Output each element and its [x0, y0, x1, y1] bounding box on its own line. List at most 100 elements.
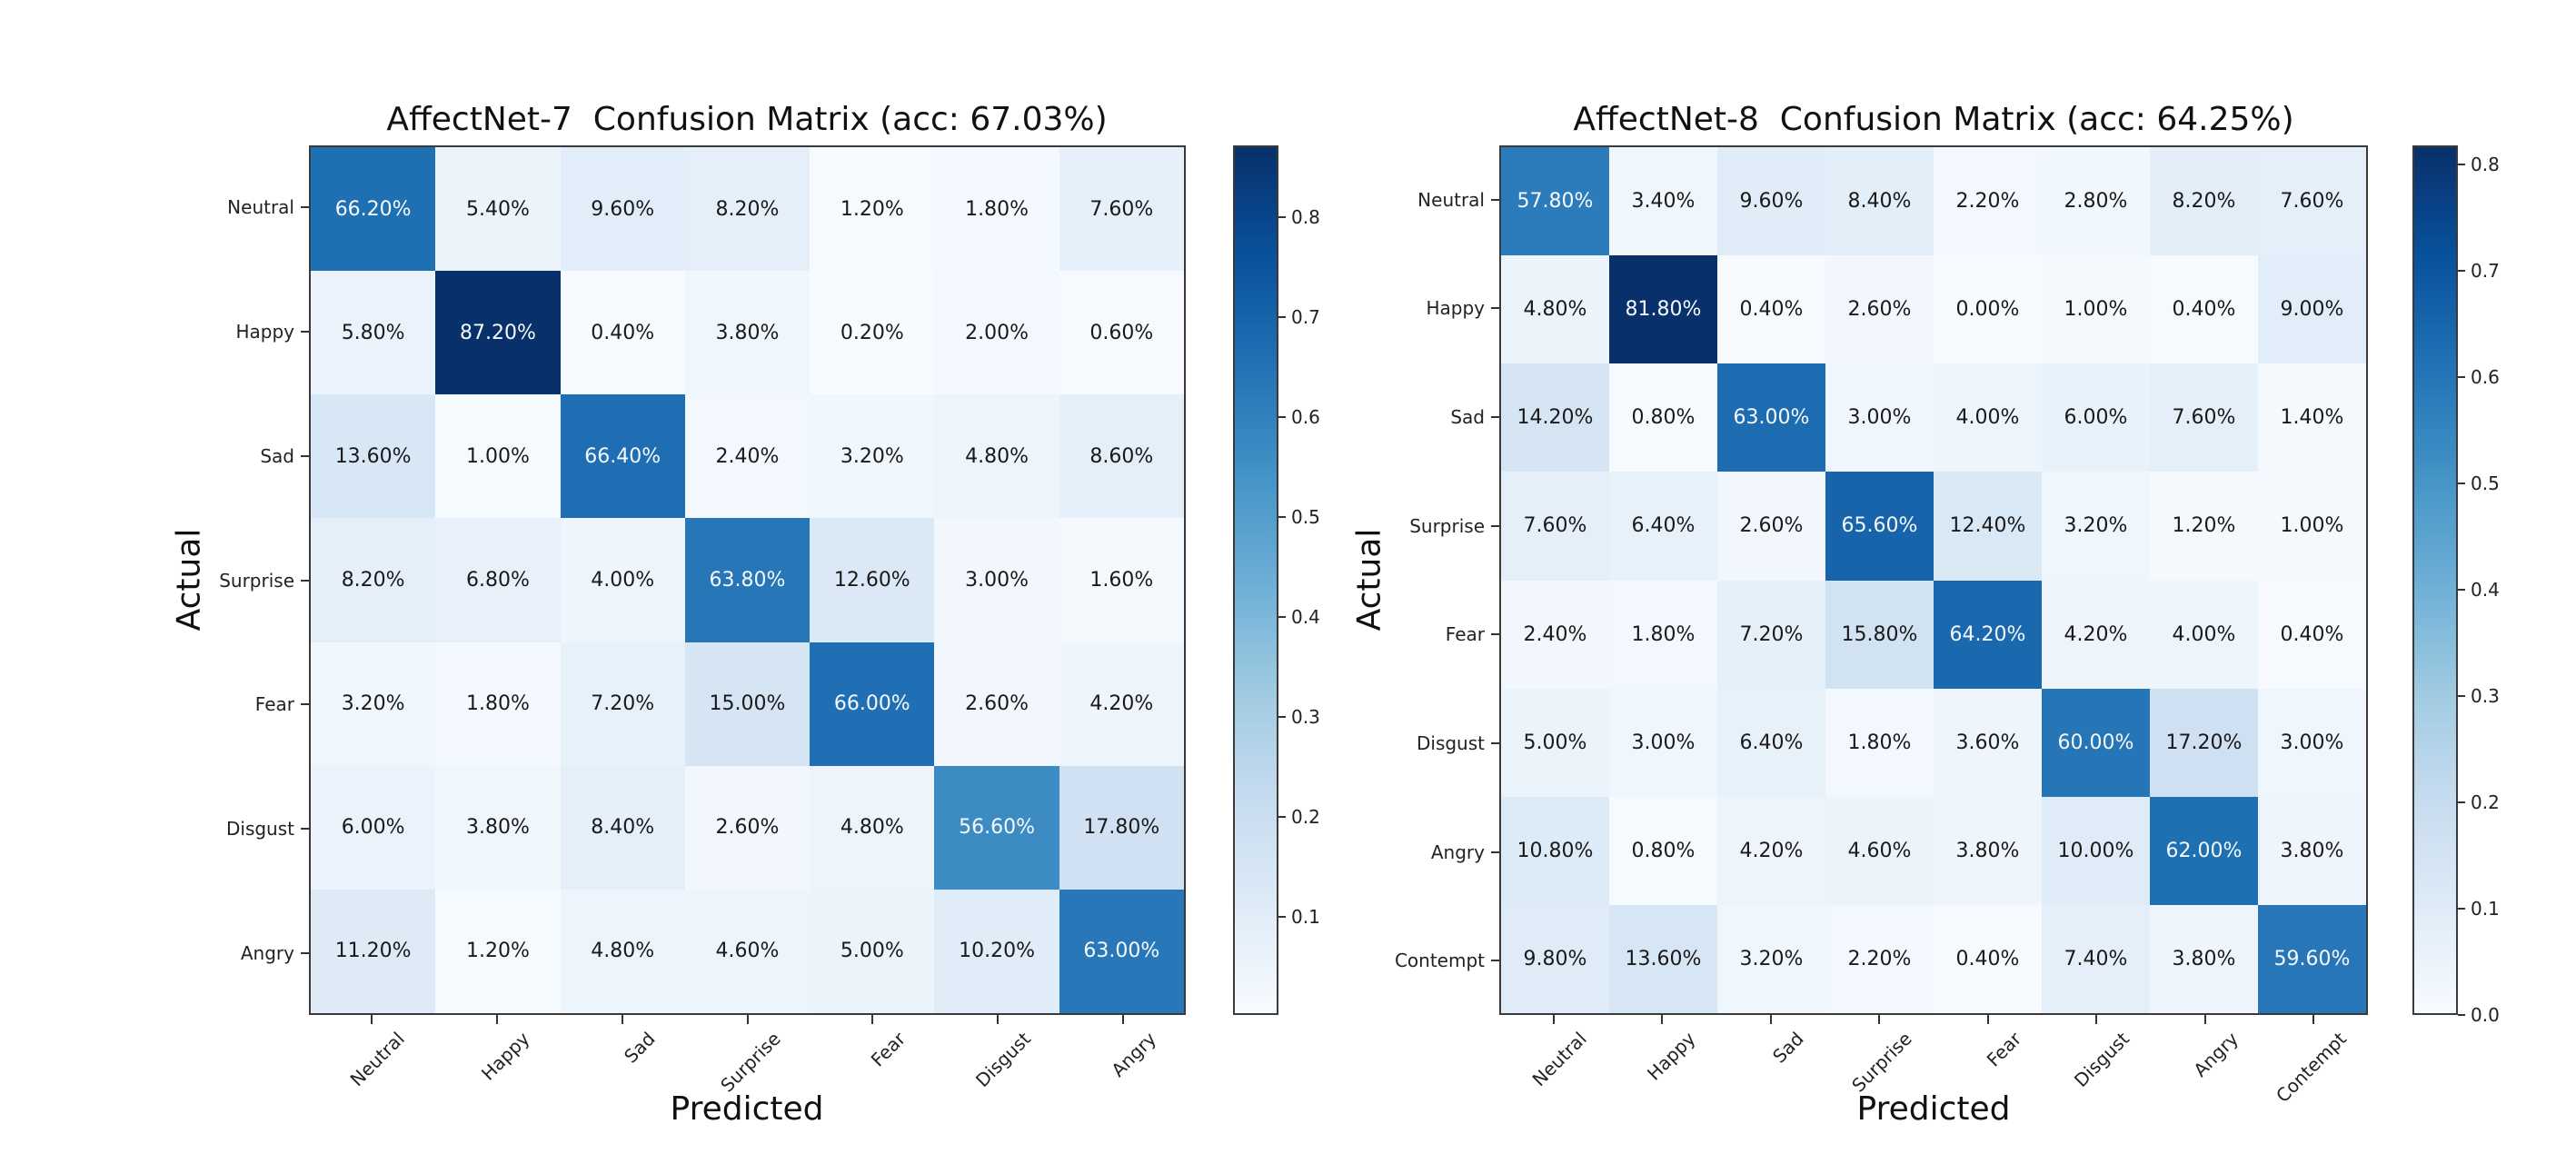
colorbar-tick-mark — [1278, 816, 1286, 819]
cell-value: 66.20% — [334, 197, 412, 221]
y-tick-label: Disgust — [225, 817, 294, 840]
matrix-cell: 2.80% — [2042, 147, 2150, 256]
matrix-cell: 14.20% — [1501, 363, 1609, 473]
y-tick-mark — [1491, 307, 1499, 310]
cell-value: 9.80% — [1523, 947, 1587, 970]
cell-value: 12.40% — [1949, 514, 2026, 538]
cell-value: 2.20% — [1847, 947, 1912, 970]
cell-value: 3.00% — [1847, 406, 1912, 430]
matrix-cell: 0.80% — [1609, 796, 1717, 905]
matrix-cell: 1.00% — [2042, 255, 2150, 364]
cell-value: 8.60% — [1089, 444, 1154, 468]
matrix-cell: 3.80% — [2150, 904, 2258, 1013]
cell-value: 7.20% — [591, 692, 655, 716]
cell-value: 1.20% — [2172, 514, 2236, 538]
cell-value: 15.80% — [1841, 622, 1918, 646]
colorbar-tick-label: 0.2 — [1291, 806, 1320, 829]
cell-value: 3.80% — [1955, 839, 2020, 862]
cell-value: 4.20% — [1739, 839, 1804, 862]
matrix-cell: 4.00% — [1934, 363, 2042, 473]
cell-value: 3.80% — [465, 816, 530, 840]
matrix-cell: 9.60% — [1717, 147, 1825, 256]
matrix-cell: 63.00% — [1717, 363, 1825, 473]
colorbar-tick-label: 0.6 — [1291, 406, 1320, 429]
matrix-cell: 0.40% — [560, 271, 685, 395]
x-tick-mark — [2095, 1015, 2098, 1024]
cell-value: 3.20% — [341, 692, 405, 716]
cell-value: 1.40% — [2280, 406, 2344, 430]
x-tick-mark — [621, 1015, 623, 1024]
cell-value: 2.80% — [2064, 190, 2128, 214]
matrix-cell: 7.40% — [2042, 904, 2150, 1013]
colorbar-tick-label: 0.3 — [1291, 706, 1320, 729]
colorbar-tick-label: 0.0 — [2471, 1004, 2500, 1026]
cell-value: 0.40% — [2280, 622, 2344, 646]
x-tick-mark — [1986, 1015, 1989, 1024]
matrix-cell: 4.60% — [684, 889, 811, 1013]
colorbar-affectnet7 — [1233, 145, 1278, 1015]
y-tick-label: Angry — [240, 941, 294, 964]
matrix-cell: 6.00% — [2042, 363, 2150, 473]
colorbar-tick-label: 0.3 — [2471, 685, 2500, 708]
cell-value: 5.00% — [840, 940, 904, 963]
x-tick-label: Contempt — [2272, 1028, 2352, 1108]
colorbar-tick-label: 0.5 — [2471, 473, 2500, 495]
cell-value: 3.20% — [1739, 947, 1804, 970]
y-tick-mark — [1491, 741, 1499, 744]
x-tick-mark — [2312, 1015, 2315, 1024]
colorbar-tick-label: 0.7 — [2471, 260, 2500, 283]
y-axis-label: Actual — [1350, 528, 1388, 632]
matrix-cell: 1.80% — [435, 642, 561, 766]
cell-value: 6.00% — [341, 816, 405, 840]
y-tick-mark — [301, 703, 309, 706]
matrix-cell: 8.60% — [1059, 394, 1184, 519]
cell-value: 63.00% — [1083, 940, 1160, 963]
colorbar-tick-mark — [1278, 216, 1286, 219]
cell-value: 7.20% — [1739, 622, 1804, 646]
cell-value: 7.60% — [2280, 190, 2344, 214]
matrix-cell: 0.60% — [1059, 271, 1184, 395]
chart-title-affectnet7: AffectNet-7 Confusion Matrix (acc: 67.03… — [386, 101, 1108, 138]
x-tick-mark — [1769, 1015, 1772, 1024]
matrix-cell: 15.00% — [684, 642, 811, 766]
cell-value: 2.60% — [965, 692, 1029, 716]
cell-value: 0.00% — [1955, 298, 2020, 322]
cell-value: 8.40% — [591, 816, 655, 840]
colorbar-tick-label: 0.5 — [1291, 506, 1320, 529]
colorbar-tick-label: 0.1 — [1291, 906, 1320, 929]
y-tick-label: Sad — [1450, 406, 1485, 429]
cell-value: 63.80% — [709, 568, 786, 592]
matrix-cell: 5.00% — [1501, 688, 1609, 797]
matrix-cell: 8.20% — [2150, 147, 2258, 256]
cell-value: 3.80% — [715, 321, 780, 344]
matrix-cell: 3.20% — [1717, 904, 1825, 1013]
cell-value: 63.00% — [1733, 406, 1810, 430]
matrix-cell: 3.20% — [810, 394, 935, 519]
cell-value: 11.20% — [334, 940, 412, 963]
x-tick-label: Fear — [1982, 1028, 2025, 1071]
cell-value: 4.20% — [2064, 622, 2128, 646]
x-tick-mark — [1661, 1015, 1664, 1024]
y-tick-mark — [1491, 851, 1499, 853]
cell-value: 1.00% — [2064, 298, 2128, 322]
matrix-cell: 0.20% — [810, 271, 935, 395]
matrix-cell: 4.20% — [1717, 796, 1825, 905]
y-tick-mark — [301, 827, 309, 830]
matrix-cell: 9.00% — [2258, 255, 2366, 364]
matrix-cell: 2.40% — [684, 394, 811, 519]
cell-value: 87.20% — [459, 321, 536, 344]
matrix-cell: 0.40% — [2258, 580, 2366, 689]
y-tick-label: Surprise — [1409, 514, 1485, 537]
x-tick-label: Disgust — [971, 1028, 1036, 1092]
matrix-cell: 66.40% — [560, 394, 685, 519]
x-tick-label: Sad — [620, 1028, 660, 1068]
matrix-cell: 4.60% — [1825, 796, 1934, 905]
cell-value: 6.00% — [2064, 406, 2128, 430]
cell-value: 17.20% — [2165, 731, 2243, 754]
x-tick-mark — [997, 1015, 1000, 1024]
matrix-cell: 1.00% — [2258, 472, 2366, 581]
cell-value: 64.20% — [1949, 622, 2026, 646]
matrix-cell: 6.80% — [435, 518, 561, 642]
matrix-cell: 7.60% — [2150, 363, 2258, 473]
y-tick-label: Neutral — [1417, 188, 1485, 211]
